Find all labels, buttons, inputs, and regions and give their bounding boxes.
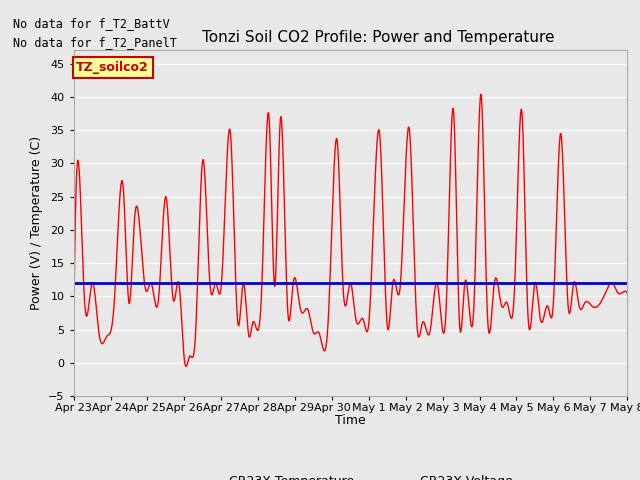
Title: Tonzi Soil CO2 Profile: Power and Temperature: Tonzi Soil CO2 Profile: Power and Temper… (202, 30, 554, 45)
Text: No data for f_T2_BattV: No data for f_T2_BattV (13, 17, 170, 30)
Y-axis label: Power (V) / Temperature (C): Power (V) / Temperature (C) (29, 136, 43, 310)
Legend: CR23X Temperature, CR23X Voltage: CR23X Temperature, CR23X Voltage (182, 470, 518, 480)
Text: TZ_soilco2: TZ_soilco2 (76, 61, 149, 74)
X-axis label: Time: Time (335, 414, 366, 427)
Text: No data for f_T2_PanelT: No data for f_T2_PanelT (13, 36, 177, 49)
